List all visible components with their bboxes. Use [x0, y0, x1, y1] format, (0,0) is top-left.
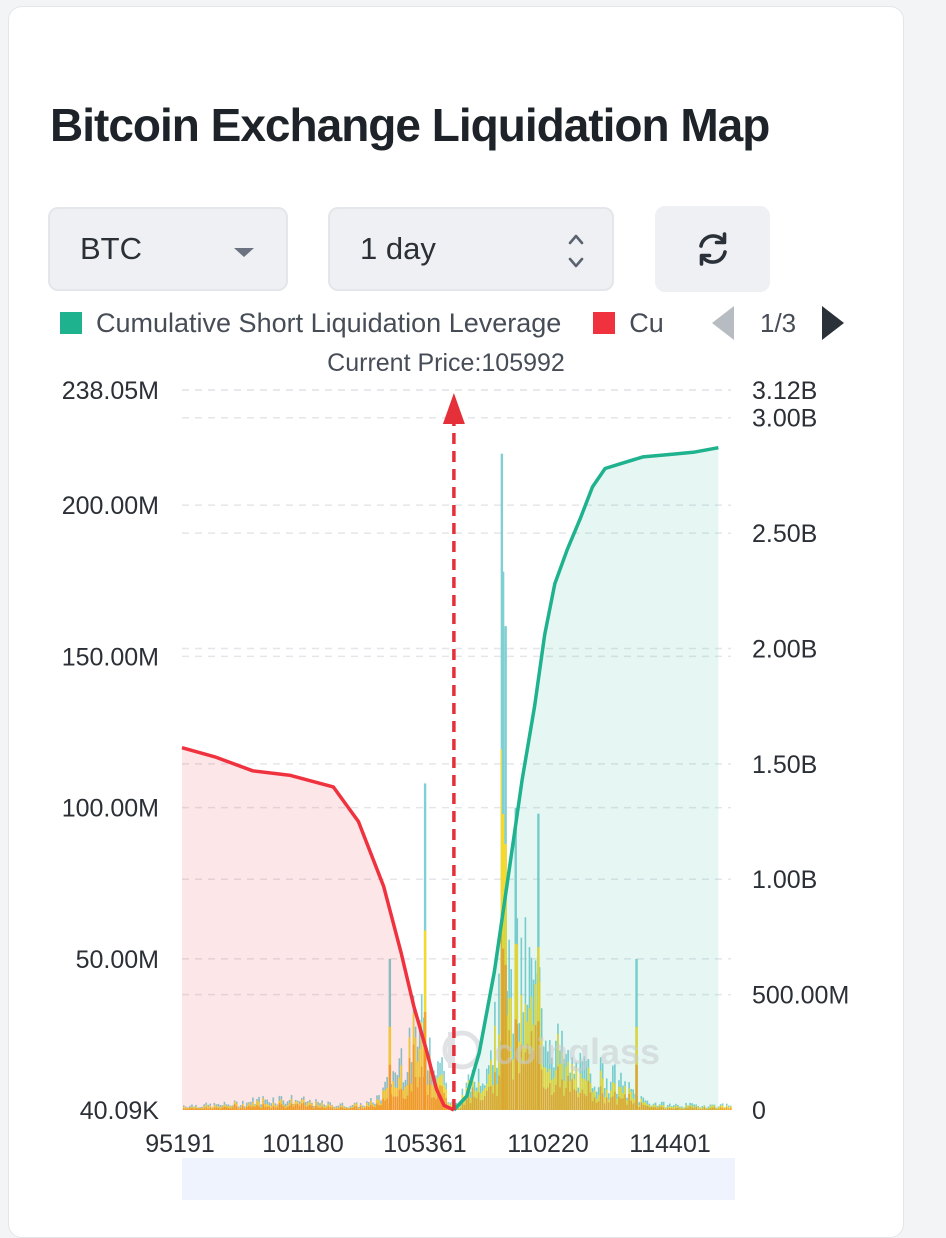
- refresh-button[interactable]: [655, 206, 770, 292]
- up-down-arrows-icon: [568, 234, 584, 268]
- legend-swatch-short: [60, 312, 82, 334]
- time-range-value: 1 day: [360, 231, 436, 266]
- refresh-icon: [698, 232, 727, 266]
- legend-label-long[interactable]: Cu: [629, 307, 664, 338]
- liquidation-map-card: [8, 6, 904, 1238]
- legend-page-indicator: 1/3: [760, 307, 797, 338]
- legend-pager: 1/3: [712, 303, 845, 343]
- time-range-select[interactable]: 1 day: [328, 207, 614, 291]
- chart-legend: Cumulative Short Liquidation Leverage Cu: [60, 305, 744, 341]
- legend-label-short[interactable]: Cumulative Short Liquidation Leverage: [96, 307, 562, 338]
- legend-swatch-long: [593, 312, 616, 334]
- page-title: Bitcoin Exchange Liquidation Map: [50, 99, 770, 151]
- next-page-icon[interactable]: [822, 306, 845, 340]
- coin-select[interactable]: BTC: [48, 207, 288, 291]
- chevron-down-icon: [234, 248, 254, 257]
- prev-page-icon[interactable]: [712, 306, 734, 340]
- coin-select-value: BTC: [80, 231, 142, 266]
